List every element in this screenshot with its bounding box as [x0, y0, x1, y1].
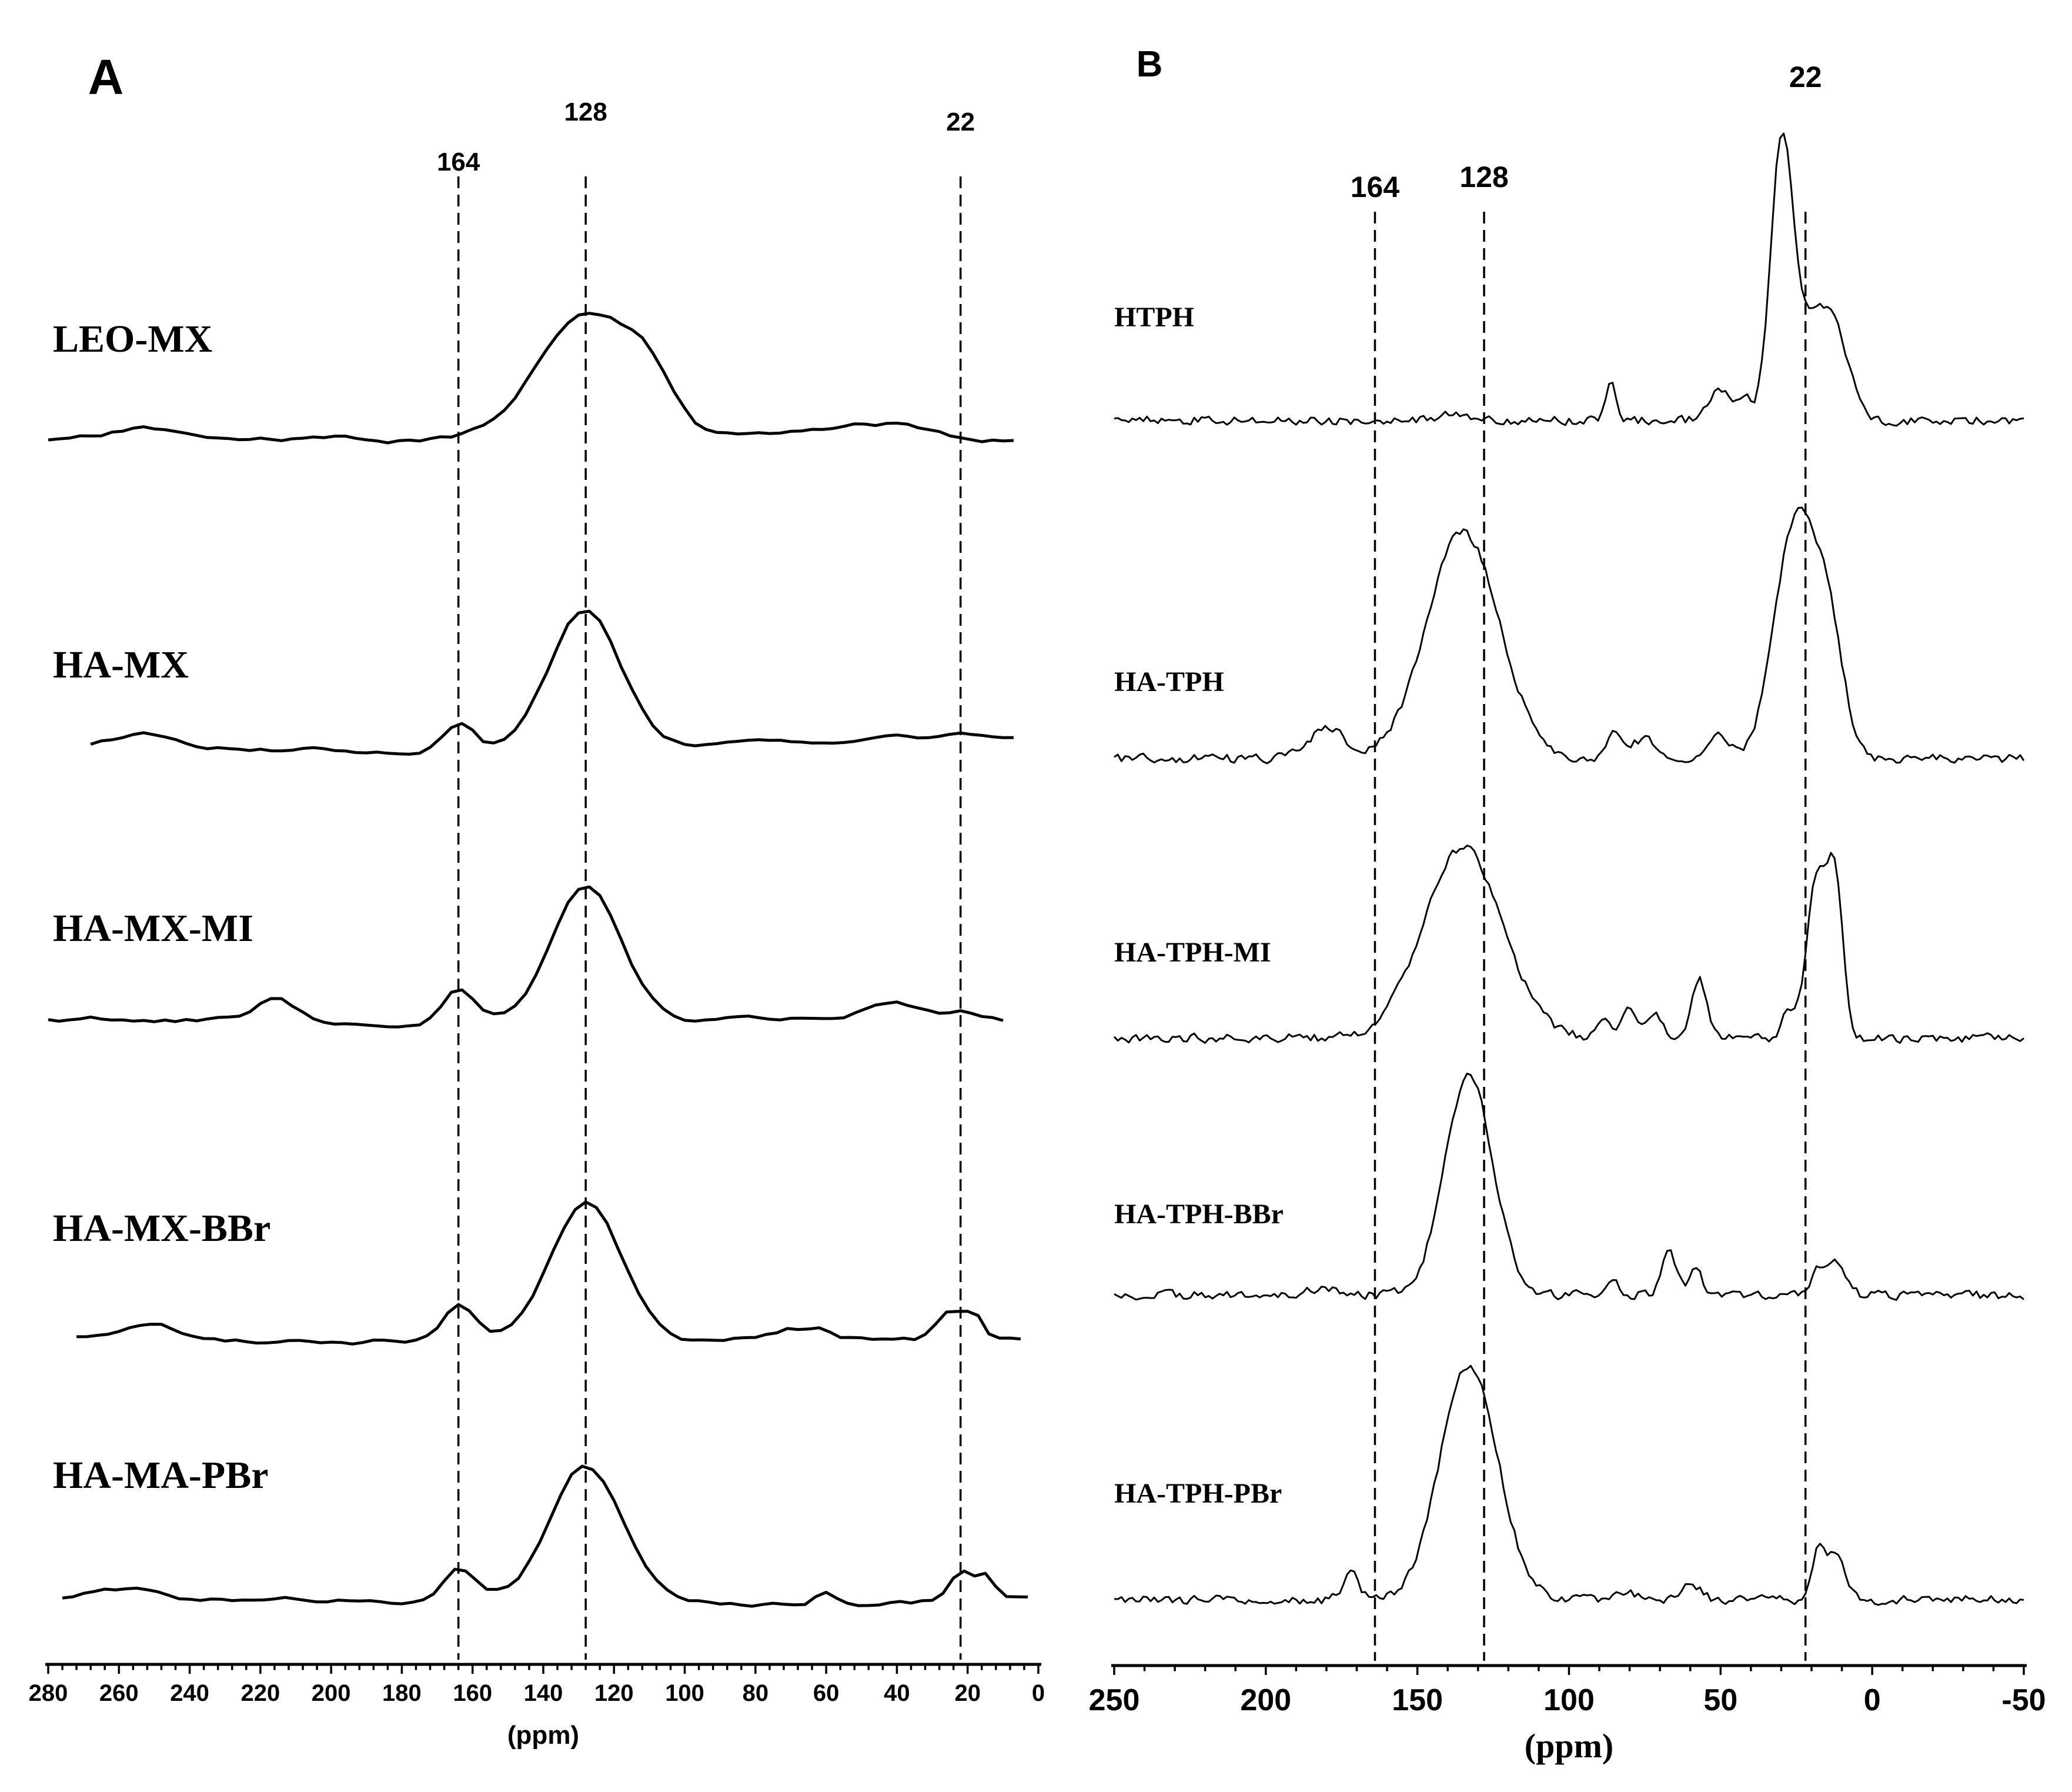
- x-tick-label: 100: [665, 1680, 704, 1706]
- reference-label-128: 128: [1459, 161, 1508, 193]
- x-tick-label: 40: [884, 1680, 910, 1706]
- x-tick-label: 240: [170, 1680, 209, 1706]
- sample-label: HA-TPH-BBr: [1114, 1199, 1284, 1230]
- spectrum-trace-ha-ma-pbr: [62, 1464, 1028, 1608]
- x-tick-label: 250: [1089, 1683, 1140, 1717]
- x-tick-label: 280: [29, 1680, 68, 1706]
- x-tick-label: 100: [1543, 1683, 1595, 1717]
- spectrum-trace-ha-tph: [1114, 506, 2025, 765]
- spectrum-trace-ha-tph-mi: [1113, 845, 2024, 1044]
- spectrum-trace-ha-tph-pbr: [1114, 1364, 2024, 1606]
- reference-label-22: 22: [946, 108, 975, 136]
- x-tick-label: 160: [453, 1680, 492, 1706]
- x-tick-label: 200: [1240, 1683, 1291, 1717]
- reference-label-164: 164: [437, 148, 480, 176]
- panel-letter: B: [1137, 44, 1163, 85]
- sample-label: HA-MX-BBr: [53, 1207, 270, 1250]
- x-tick-label: 60: [813, 1680, 840, 1706]
- x-tick-label: 260: [99, 1680, 139, 1706]
- x-tick-label: -50: [2001, 1683, 2046, 1717]
- sample-label: HA-MX: [53, 643, 189, 686]
- sample-label: HA-TPH-MI: [1114, 937, 1271, 968]
- sample-label: HA-TPH-PBr: [1114, 1478, 1282, 1509]
- sample-label: LEO-MX: [53, 318, 212, 361]
- x-tick-label: 220: [240, 1680, 280, 1706]
- x-tick-label: 50: [1703, 1683, 1737, 1717]
- x-tick-label: 200: [312, 1680, 351, 1706]
- x-axis-label: (ppm): [1525, 1727, 1613, 1765]
- x-tick-label: 120: [594, 1680, 634, 1706]
- reference-label-128: 128: [564, 98, 607, 126]
- x-tick-label: 20: [954, 1680, 981, 1706]
- sample-label: HA-TPH: [1114, 666, 1224, 698]
- panel-letter: A: [88, 49, 124, 105]
- x-tick-label: 150: [1392, 1683, 1443, 1717]
- spectrum-trace-ha-tph-bbr: [1114, 1072, 2024, 1301]
- spectrum-trace-htph: [1114, 132, 2024, 427]
- sample-label: HA-MX-MI: [53, 907, 253, 950]
- x-tick-label: 180: [382, 1680, 422, 1706]
- spectrum-trace-leo-mx: [48, 312, 1014, 445]
- reference-label-22: 22: [1789, 61, 1822, 94]
- panel-b: B 250 200 150 100 50 0 -50 (ppm) 164 128 22 HTPH HA-T…: [1089, 44, 2046, 1765]
- sample-label: HA-MA-PBr: [53, 1454, 269, 1497]
- spectrum-trace-ha-mx-mi: [48, 885, 1004, 1029]
- reference-label-164: 164: [1351, 171, 1400, 203]
- sample-label: HTPH: [1114, 302, 1194, 333]
- spectrum-trace-ha-mx: [90, 609, 1014, 756]
- spectrum-trace-ha-mx-bbr: [76, 1200, 1021, 1346]
- x-axis-label: (ppm): [507, 1721, 579, 1750]
- x-tick-label: 0: [1032, 1680, 1045, 1706]
- x-tick-label: 140: [524, 1680, 563, 1706]
- x-tick-label: 80: [743, 1680, 769, 1706]
- x-tick-label: 0: [1864, 1683, 1881, 1717]
